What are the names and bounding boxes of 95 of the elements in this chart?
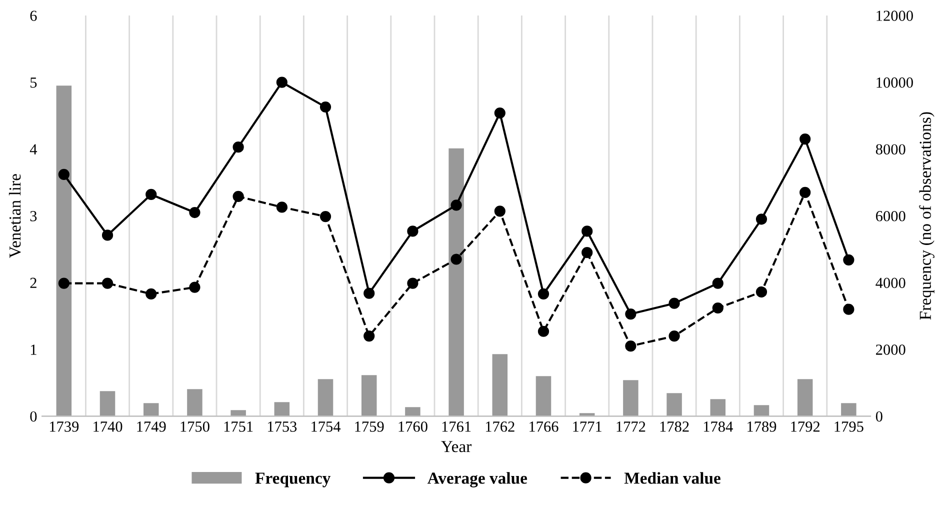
x-tick-label: 1795: [834, 422, 864, 432]
y2-tick-label: 2000: [876, 344, 906, 355]
point: [582, 226, 593, 237]
point: [712, 302, 724, 314]
legend-label: Median value: [624, 472, 720, 484]
bar: [710, 399, 726, 416]
x-tick-label: 1761: [442, 422, 471, 432]
bar: [56, 86, 72, 416]
point: [450, 254, 462, 265]
y2-tick-label: 4000: [876, 278, 906, 288]
bar: [797, 379, 813, 416]
x-tick-label: 1792: [791, 422, 820, 432]
bar: [623, 380, 638, 416]
point: [146, 288, 157, 300]
y2-tick-label: 10000: [876, 77, 913, 88]
x-tick-label: 1760: [398, 421, 428, 432]
point: [843, 254, 854, 266]
y-axis-title: Venetian lire: [8, 174, 21, 258]
bar: [100, 391, 116, 416]
bar: [274, 402, 290, 416]
bar: [405, 407, 420, 416]
y-tick-label: 1: [30, 344, 36, 355]
y-tick-label: 5: [30, 78, 37, 88]
x-tick-label: 1784: [704, 421, 733, 432]
bar: [536, 376, 552, 416]
y-tick-label: 3: [30, 211, 37, 222]
point: [800, 186, 811, 198]
point: [58, 168, 70, 180]
point: [407, 278, 418, 289]
point: [320, 101, 332, 113]
bar: [361, 375, 377, 416]
point: [189, 282, 200, 293]
point: [102, 230, 114, 241]
point: [364, 330, 375, 342]
x-tick-label: 1766: [530, 422, 558, 432]
point: [582, 247, 593, 258]
bar: [143, 403, 159, 416]
y-tick-label: 2: [30, 278, 36, 288]
point: [320, 210, 332, 222]
x-tick-label: 1750: [180, 421, 210, 432]
point: [756, 214, 768, 225]
x-tick-label: 1771: [573, 422, 602, 432]
point: [494, 107, 506, 119]
point: [843, 304, 854, 315]
x-tick-label: 1772: [616, 422, 646, 432]
y2-axis-title: Frequency (no of observations): [919, 112, 934, 320]
bar: [448, 148, 464, 416]
y2-tick-label: 0: [876, 411, 882, 422]
x-tick-label: 1740: [94, 421, 122, 432]
y2-tick-label: 8000: [876, 144, 906, 155]
point: [668, 298, 680, 309]
y-tick-label: 4: [30, 144, 38, 154]
point: [625, 308, 636, 320]
point: [407, 226, 418, 237]
point: [189, 206, 200, 218]
bar: [318, 379, 334, 416]
y-tick-label: 0: [30, 411, 37, 422]
y-tick-label: 6: [30, 10, 37, 21]
x-tick-label: 1749: [137, 422, 166, 432]
y2-tick-label: 6000: [876, 210, 906, 222]
point: [756, 286, 768, 298]
point: [364, 288, 375, 299]
point: [494, 206, 506, 217]
point: [276, 76, 288, 88]
point: [800, 133, 811, 145]
bar: [187, 389, 202, 416]
point: [538, 326, 550, 337]
point: [102, 278, 114, 289]
point: [232, 142, 244, 153]
point: [232, 190, 244, 202]
point: [146, 188, 157, 200]
point: [58, 278, 70, 289]
bar: [754, 405, 770, 416]
legend-label: Average value: [427, 472, 528, 488]
x-tick-label: 1754: [312, 422, 341, 432]
x-tick-label: 1739: [50, 422, 79, 432]
legend-label: Frequency: [255, 472, 330, 488]
x-tick-label: 1753: [268, 422, 297, 432]
point: [538, 288, 550, 300]
point: [668, 330, 680, 342]
point: [625, 340, 636, 352]
x-tick-label: 1759: [355, 422, 384, 432]
point: [276, 202, 288, 213]
point: [712, 278, 724, 289]
x-tick-label: 1782: [660, 421, 689, 432]
bar: [666, 393, 682, 416]
x-tick-label: 1789: [748, 421, 776, 432]
y2-tick-label: 12000: [876, 10, 913, 21]
bar: [841, 403, 856, 416]
point: [450, 200, 462, 211]
x-tick-label: 1762: [486, 422, 514, 432]
x-tick-label: 1751: [224, 422, 253, 432]
x-axis-title: Year: [441, 441, 472, 452]
bar: [230, 410, 246, 416]
bar: [492, 354, 508, 416]
